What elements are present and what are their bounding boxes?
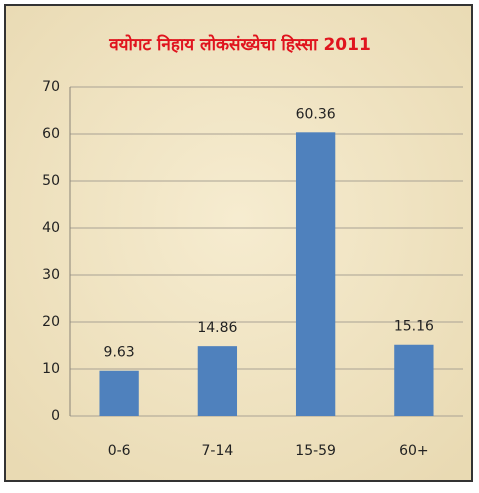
bar — [295, 132, 336, 417]
x-tick-label: 0-6 — [108, 443, 131, 459]
y-tick-label: 20 — [42, 314, 60, 330]
data-label: 14.86 — [197, 320, 237, 336]
y-tick-label: 60 — [42, 126, 60, 142]
y-tick-label: 10 — [42, 361, 60, 377]
bar — [394, 344, 434, 416]
x-tick-label: 60+ — [399, 443, 429, 459]
chart-frame — [4, 4, 473, 482]
x-tick-label: 15-59 — [295, 443, 336, 459]
y-tick-label: 0 — [51, 408, 60, 424]
data-label: 15.16 — [394, 319, 434, 335]
y-tick-label: 30 — [42, 267, 60, 283]
x-tick-label: 7-14 — [201, 443, 233, 459]
bar — [197, 346, 238, 416]
y-tick-label: 70 — [42, 79, 60, 95]
data-label: 9.63 — [104, 345, 135, 361]
y-tick-label: 50 — [42, 173, 60, 189]
bar — [99, 370, 139, 416]
data-label: 60.36 — [296, 106, 336, 122]
chart-title: वयोगट निहाय लोकसंख्येचा हिस्सा 2011 — [108, 34, 371, 55]
y-tick-label: 40 — [42, 220, 60, 236]
